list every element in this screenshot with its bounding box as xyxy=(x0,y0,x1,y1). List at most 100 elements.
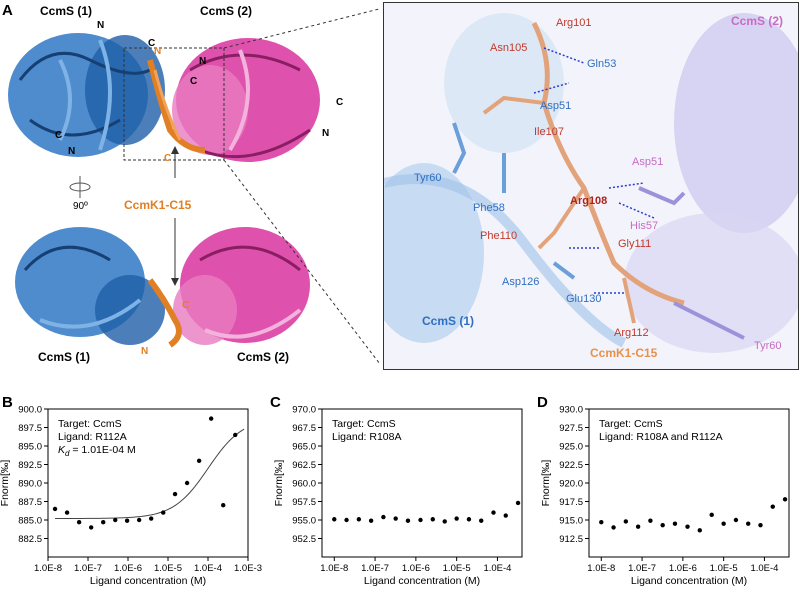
x-tick-label: 1.0E-4 xyxy=(194,563,222,574)
peptide-bottom xyxy=(147,278,182,348)
terminus-label: N xyxy=(322,128,330,139)
zoom-render xyxy=(384,3,798,369)
terminus-label: N xyxy=(199,56,207,67)
residue-label: Asp51 xyxy=(632,156,664,168)
y-tick-label: 962.5 xyxy=(292,460,316,471)
residue-label: Glu130 xyxy=(566,293,602,305)
residue-label: Phe110 xyxy=(480,230,518,242)
y-tick-label: 927.5 xyxy=(559,423,583,434)
residue-label: Gln53 xyxy=(587,58,617,70)
zoom-panel xyxy=(383,2,799,370)
data-point xyxy=(746,521,751,526)
data-point xyxy=(124,518,130,523)
data-point xyxy=(479,518,484,523)
terminus-label: C xyxy=(164,153,172,164)
x-tick-label: 1.0E-8 xyxy=(320,563,348,574)
data-point xyxy=(221,503,226,508)
residue-label: Arg112 xyxy=(614,327,649,339)
data-point xyxy=(208,416,214,421)
data-point xyxy=(697,528,702,533)
data-point xyxy=(332,517,337,522)
y-tick-label: 885.0 xyxy=(18,516,42,527)
data-point xyxy=(454,516,459,521)
y-tick-label: 917.5 xyxy=(559,497,583,508)
data-point xyxy=(172,491,178,497)
data-point xyxy=(233,432,238,438)
x-tick-label: 1.0E-6 xyxy=(402,563,430,574)
residue-label: Arg108 xyxy=(570,195,608,207)
data-point xyxy=(136,517,142,523)
residue-label: Gly111 xyxy=(618,238,652,250)
terminus-label: C xyxy=(182,300,190,311)
data-point xyxy=(430,517,435,522)
x-tick-label: 1.0E-5 xyxy=(443,563,471,574)
y-tick-label: 882.5 xyxy=(18,534,42,545)
y-tick-label: 922.5 xyxy=(559,460,583,471)
data-point xyxy=(491,510,496,515)
y-tick-label: 900.0 xyxy=(18,405,42,416)
data-point xyxy=(635,524,641,529)
data-point xyxy=(88,525,94,530)
label-ccms1-top: CcmS (1) xyxy=(40,4,93,18)
y-tick-label: 955.0 xyxy=(292,516,316,527)
data-point xyxy=(672,521,678,526)
annotation-line: Target: CcmS xyxy=(599,418,663,430)
data-point xyxy=(381,514,386,520)
data-point xyxy=(709,512,714,518)
y-tick-label: 970.0 xyxy=(292,405,316,416)
data-point xyxy=(515,500,521,506)
annotation-line: Ligand: R108A xyxy=(332,431,401,443)
zoom-label-ccms2: CcmS (2) xyxy=(731,14,784,28)
annotation-line: Ligand: R112A xyxy=(58,431,127,443)
x-tick-label: 1.0E-7 xyxy=(361,563,389,574)
y-tick-label: 915.0 xyxy=(559,516,583,527)
panel-label-c: C xyxy=(270,394,281,411)
x-tick-label: 1.0E-4 xyxy=(483,563,511,574)
y-tick-label: 952.5 xyxy=(292,534,316,545)
residue-label: Tyr60 xyxy=(754,340,782,352)
x-tick-label: 1.0E-4 xyxy=(750,563,778,574)
data-point xyxy=(52,506,58,512)
data-point xyxy=(758,522,763,528)
data-point xyxy=(184,480,190,486)
residue-label: Asn105 xyxy=(490,42,528,54)
terminus-label: C xyxy=(190,76,198,87)
data-point xyxy=(442,519,447,524)
fit-curve xyxy=(55,428,245,520)
terminus-label: C xyxy=(148,38,156,49)
x-tick-label: 1.0E-8 xyxy=(587,563,615,574)
data-point xyxy=(721,521,726,526)
y-axis-label: Fnorm[‰] xyxy=(273,460,285,507)
y-axis-label: Fnorm[‰] xyxy=(0,460,11,507)
residue-label: Asp51 xyxy=(540,100,572,112)
terminus-label: C xyxy=(336,97,344,108)
label-ccms1-bottom: CcmS (1) xyxy=(38,350,91,364)
data-point xyxy=(733,517,739,523)
y-tick-label: 957.5 xyxy=(292,497,316,508)
terminus-label: C xyxy=(55,130,63,141)
peptide-top xyxy=(147,59,206,153)
y-tick-label: 895.0 xyxy=(18,442,42,453)
annotation-line: Ligand: R108A and R112A xyxy=(599,431,723,443)
data-point xyxy=(344,517,349,523)
data-point xyxy=(368,518,374,523)
data-point xyxy=(196,458,202,463)
ccms1-top-ribbon xyxy=(8,33,165,157)
x-tick-label: 1.0E-5 xyxy=(154,563,182,574)
panel-label-d: D xyxy=(537,394,548,411)
ccms1-bottom-ribbon xyxy=(15,227,165,345)
residue-label: Ile107 xyxy=(534,126,564,138)
y-tick-label: 965.0 xyxy=(292,442,316,453)
terminus-label: N xyxy=(141,346,149,357)
data-point xyxy=(101,520,106,525)
data-point xyxy=(503,513,508,518)
x-tick-label: 1.0E-6 xyxy=(669,563,697,574)
panel-label-b: B xyxy=(2,394,13,411)
annotation-line: Target: CcmS xyxy=(332,418,396,430)
panel-label-a: A xyxy=(2,2,13,19)
mst-charts: 882.5 885.0 887.5 890.0 892.5 895.0 897.5 900.0… xyxy=(0,405,790,587)
data-point xyxy=(685,524,690,529)
y-tick-label: 925.0 xyxy=(559,442,583,453)
data-point xyxy=(623,519,629,524)
data-point xyxy=(64,510,70,515)
